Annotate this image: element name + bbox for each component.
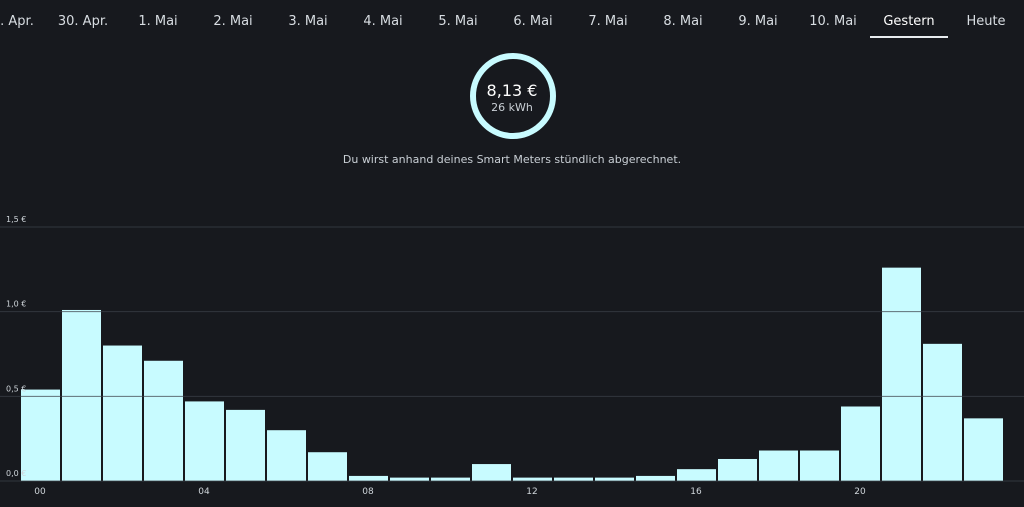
bar-hour-18: [759, 450, 798, 481]
bar-hour-4: [185, 401, 224, 481]
tab-mai-7[interactable]: 7. Mai: [588, 14, 628, 29]
tab-apr-30[interactable]: 30. Apr.: [57, 14, 109, 29]
y-tick-label: 0,5 €: [6, 384, 26, 393]
tab-mai-2[interactable]: 2. Mai: [213, 14, 253, 29]
bar-hour-9: [390, 477, 429, 481]
bar-hour-17: [718, 458, 757, 481]
x-tick-label: 16: [690, 487, 702, 497]
bar-hour-1: [62, 309, 101, 481]
bar-hour-8: [349, 475, 388, 481]
bar-hour-3: [144, 360, 183, 481]
bar-hour-2: [103, 345, 142, 481]
bar-hour-11: [472, 464, 511, 481]
tab-mai-3[interactable]: 3. Mai: [288, 14, 328, 29]
bar-hour-15: [636, 475, 675, 481]
bar-hour-0: [21, 389, 60, 481]
bar-hour-16: [677, 469, 716, 481]
bar-hour-5: [226, 409, 265, 481]
tab-heute[interactable]: Heute: [966, 14, 1006, 29]
total-energy: 26 kWh: [491, 101, 533, 114]
total-cost-amount: 8,13 €: [486, 81, 538, 100]
total-cost-ring: [470, 53, 556, 139]
billing-note: Du wirst anhand deines Smart Meters stün…: [342, 153, 682, 166]
x-tick-label: 08: [362, 487, 374, 497]
tab-mai-1[interactable]: 1. Mai: [138, 14, 178, 29]
tab-apr-29[interactable]: . Apr.: [0, 14, 34, 29]
bar-hour-13: [554, 477, 593, 481]
bar-hour-6: [267, 430, 306, 481]
bar-hour-22: [923, 343, 962, 481]
x-tick-label: 20: [854, 487, 866, 497]
tab-gestern[interactable]: Gestern: [883, 14, 935, 29]
bar-hour-14: [595, 477, 634, 481]
tab-mai-8[interactable]: 8. Mai: [663, 14, 703, 29]
x-tick-label: 04: [198, 487, 210, 497]
bar-hour-12: [513, 477, 552, 481]
tab-mai-9[interactable]: 9. Mai: [738, 14, 778, 29]
bar-hour-23: [964, 418, 1003, 481]
bar-hour-20: [841, 406, 880, 481]
bar-hour-7: [308, 452, 347, 481]
x-tick-label: 00: [34, 487, 46, 497]
tab-mai-6[interactable]: 6. Mai: [513, 14, 553, 29]
y-tick-label: 1,0 €: [6, 300, 26, 309]
bar-hour-19: [800, 450, 839, 481]
y-tick-label: 0,0 €: [6, 469, 26, 478]
date-tab-bar: . Apr. 30. Apr. 1. Mai 2. Mai 3. Mai 4. …: [0, 0, 1024, 40]
bar-hour-21: [882, 267, 921, 481]
tab-mai-10[interactable]: 10. Mai: [809, 14, 857, 29]
x-tick-label: 12: [526, 487, 537, 497]
tab-mai-5[interactable]: 5. Mai: [438, 14, 478, 29]
active-tab-indicator: [870, 36, 948, 38]
tab-mai-4[interactable]: 4. Mai: [363, 14, 403, 29]
bar-hour-10: [431, 477, 470, 481]
y-tick-label: 1,5 €: [6, 215, 26, 224]
